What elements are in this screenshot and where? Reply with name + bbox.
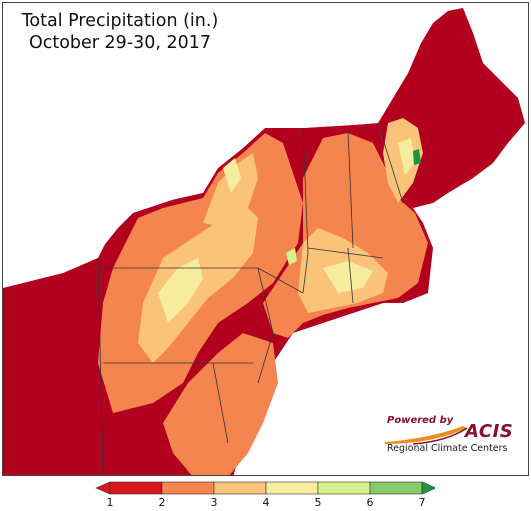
legend-tick-label: 3	[210, 496, 218, 509]
map-subtitle: October 29-30, 2017	[28, 33, 212, 53]
legend-tick-label: 6	[366, 496, 374, 509]
zone-5-6-spot	[286, 248, 297, 265]
legend-swatch	[161, 481, 215, 495]
map-svg	[3, 3, 525, 475]
legend-tick-label: 7	[418, 496, 426, 509]
legend: 1 2 3 4 5 6 7	[90, 480, 437, 511]
legend-colorbar	[95, 481, 437, 495]
legend-swatch	[317, 481, 371, 495]
legend-above-arrow	[421, 481, 437, 495]
acis-logo: Powered by ACIS Regional Climate Centers	[383, 412, 518, 458]
legend-swatch	[213, 481, 267, 495]
canada-area	[3, 3, 433, 273]
acis-name: ACIS	[465, 421, 514, 442]
legend-below-arrow	[95, 481, 111, 495]
legend-swatch	[109, 481, 163, 495]
acis-swoosh-graphic	[385, 426, 468, 445]
acis-subtitle: Regional Climate Centers	[387, 443, 508, 454]
map-title: Total Precipitation (in.)	[21, 11, 219, 31]
legend-swatch	[369, 481, 423, 495]
zone-4-5-pa	[158, 258, 203, 323]
precipitation-map	[2, 2, 529, 476]
zone-4-5-adk	[223, 158, 241, 193]
zone-4-5-nh	[398, 138, 415, 175]
state-borders	[97, 122, 404, 474]
legend-tick-label: 4	[262, 496, 270, 509]
lake-ontario	[13, 168, 203, 275]
zone-6-7-nh	[413, 149, 421, 165]
legend-swatch	[265, 481, 319, 495]
zone-4-5-ct	[323, 261, 373, 293]
legend-tick-label: 5	[314, 496, 322, 509]
legend-tick-label: 2	[158, 496, 166, 509]
legend-tick-label: 1	[106, 496, 114, 509]
acis-powered-by: Powered by	[387, 415, 454, 426]
